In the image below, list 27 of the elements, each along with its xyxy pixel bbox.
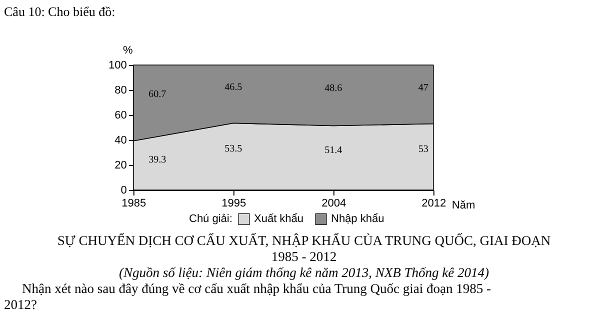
data-label: 51.4 [324,145,342,156]
text: SỰ CHUYỂN DỊCH CƠ CẤU XUẤT, NHẬP KHẨU CỦA TRUNG QUỐC, GIAI ĐOẠN 1985 - 2012 [57,233,551,264]
x-axis-title: Năm [452,200,476,212]
data-label: 60.7 [148,88,166,100]
x-tick-label: 2012 [422,198,446,210]
x-tick-label: 2004 [322,198,346,210]
y-axis-title: % [122,44,133,56]
x-tick-label: 1985 [122,198,146,210]
text: (Nguồn số liệu: Niên giám thống kê năm 2013, NXB Thống kê 2014) [118,265,490,280]
legend-label: Xuất khẩu [254,213,304,226]
legend-title: Chú giải: [189,213,232,225]
data-label: 47 [418,82,428,94]
y-tick-label: 0 [120,184,127,196]
data-label: 46.5 [224,82,242,94]
y-tick-label: 80 [114,84,127,96]
data-label: 39.3 [148,154,166,166]
y-tick-label: 40 [114,134,127,146]
x-tick-label: 1995 [222,198,246,210]
data-label: 48.6 [324,83,342,94]
legend-label: Nhập khẩu [331,213,384,226]
y-tick-label: 100 [108,60,127,72]
data-label: 53 [418,144,428,155]
data-label: 53.5 [224,144,242,155]
text: Câu 10: Cho biểu đồ: [4,4,116,19]
y-tick-label: 20 [114,160,127,172]
y-tick-label: 60 [114,110,127,122]
text: Nhận xét nào sau đây đúng về cơ cấu xuất nhập khẩu của Trung Quốc giai đoạn 1985 - 2012? [4,281,492,312]
